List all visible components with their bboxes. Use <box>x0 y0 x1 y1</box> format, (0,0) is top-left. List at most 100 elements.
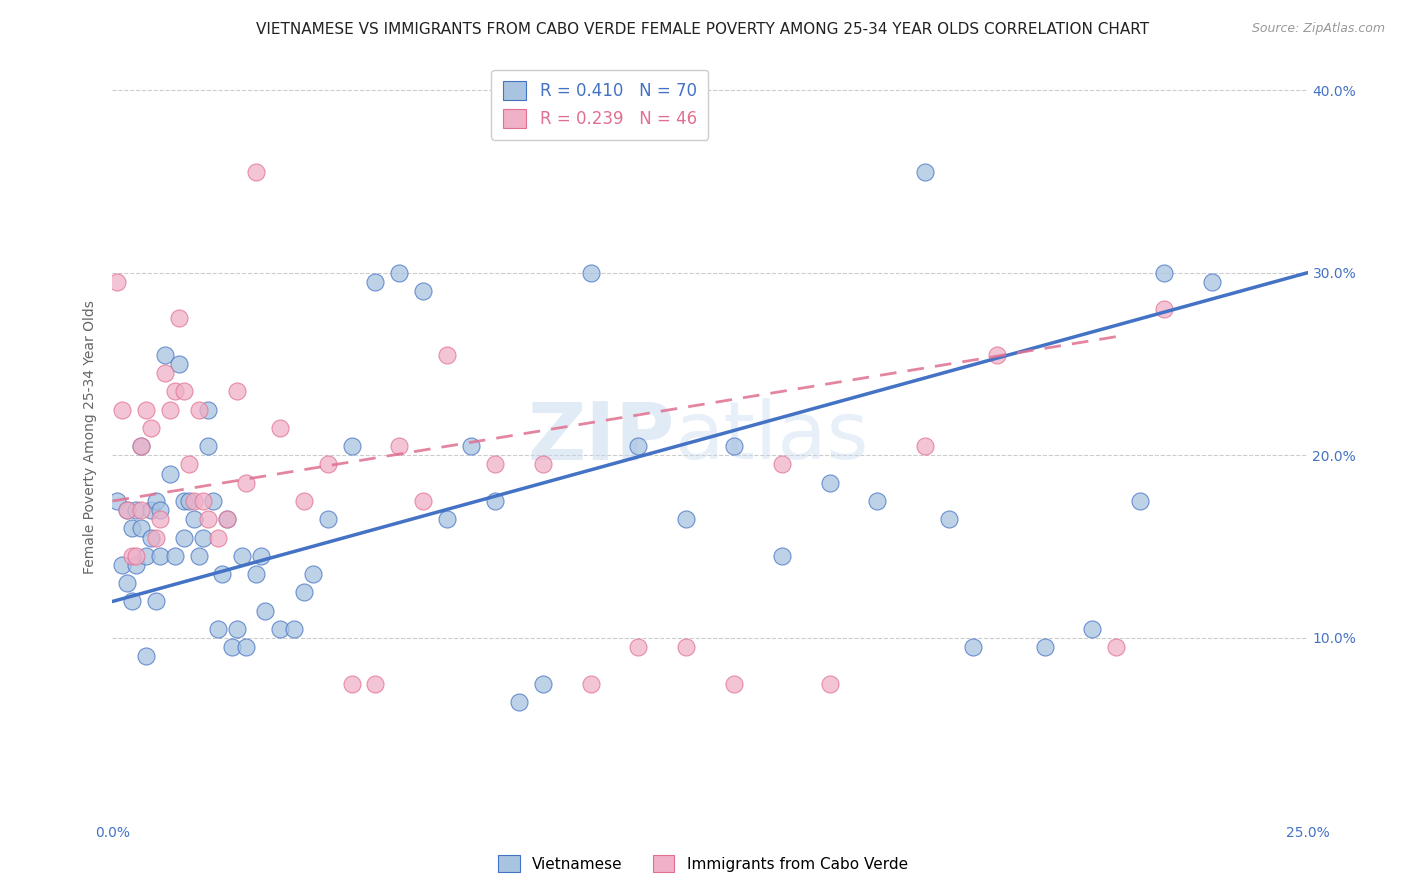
Point <box>938 512 960 526</box>
Legend: Vietnamese, Immigrants from Cabo Verde: Vietnamese, Immigrants from Cabo Verde <box>491 847 915 880</box>
Point <box>579 266 602 280</box>
Point <box>364 676 387 690</box>
Point <box>460 439 482 453</box>
Legend: R = 0.410   N = 70, R = 0.239   N = 46: R = 0.410 N = 70, R = 0.239 N = 46 <box>491 70 709 140</box>
Point <box>145 594 167 608</box>
Point <box>283 622 305 636</box>
Point <box>163 384 186 399</box>
Point <box>207 531 229 545</box>
Point <box>627 640 650 654</box>
Point <box>221 640 243 654</box>
Point <box>129 439 152 453</box>
Point <box>121 549 143 563</box>
Point <box>211 567 233 582</box>
Point <box>531 458 554 472</box>
Point <box>675 640 697 654</box>
Point <box>986 348 1008 362</box>
Point <box>197 512 219 526</box>
Point <box>770 549 793 563</box>
Point <box>111 402 134 417</box>
Point <box>508 695 530 709</box>
Point <box>412 284 434 298</box>
Point <box>818 676 841 690</box>
Point <box>159 402 181 417</box>
Point <box>436 348 458 362</box>
Point <box>111 558 134 572</box>
Point <box>914 439 936 453</box>
Point <box>187 549 209 563</box>
Point <box>177 458 200 472</box>
Point <box>316 512 339 526</box>
Point <box>207 622 229 636</box>
Text: ZIP: ZIP <box>527 398 675 476</box>
Point <box>169 357 191 371</box>
Point <box>145 531 167 545</box>
Point <box>125 503 148 517</box>
Point <box>484 494 506 508</box>
Point <box>135 402 157 417</box>
Point <box>145 494 167 508</box>
Point <box>388 439 411 453</box>
Point <box>135 649 157 664</box>
Point <box>225 384 247 399</box>
Point <box>866 494 889 508</box>
Point <box>217 512 239 526</box>
Point <box>235 475 257 490</box>
Text: atlas: atlas <box>675 398 869 476</box>
Text: Source: ZipAtlas.com: Source: ZipAtlas.com <box>1251 22 1385 36</box>
Point <box>193 494 215 508</box>
Point <box>169 311 191 326</box>
Point <box>484 458 506 472</box>
Point <box>201 494 224 508</box>
Point <box>962 640 984 654</box>
Point <box>292 494 315 508</box>
Point <box>173 494 195 508</box>
Point <box>139 421 162 435</box>
Point <box>173 384 195 399</box>
Y-axis label: Female Poverty Among 25-34 Year Olds: Female Poverty Among 25-34 Year Olds <box>83 300 97 574</box>
Point <box>1153 302 1175 317</box>
Point <box>1153 266 1175 280</box>
Point <box>183 512 205 526</box>
Point <box>187 402 209 417</box>
Point <box>412 494 434 508</box>
Point <box>1105 640 1128 654</box>
Point <box>302 567 325 582</box>
Point <box>1033 640 1056 654</box>
Point <box>364 275 387 289</box>
Point <box>193 531 215 545</box>
Point <box>1081 622 1104 636</box>
Point <box>770 458 793 472</box>
Point <box>1129 494 1152 508</box>
Point <box>129 503 152 517</box>
Point <box>388 266 411 280</box>
Point <box>115 576 138 591</box>
Point <box>115 503 138 517</box>
Point <box>723 439 745 453</box>
Point <box>197 439 219 453</box>
Point <box>249 549 271 563</box>
Point <box>149 512 172 526</box>
Point <box>139 503 162 517</box>
Text: VIETNAMESE VS IMMIGRANTS FROM CABO VERDE FEMALE POVERTY AMONG 25-34 YEAR OLDS CO: VIETNAMESE VS IMMIGRANTS FROM CABO VERDE… <box>256 22 1150 37</box>
Point <box>235 640 257 654</box>
Point <box>1201 275 1223 289</box>
Point <box>125 549 148 563</box>
Point <box>135 549 157 563</box>
Point <box>245 165 267 179</box>
Point <box>105 275 128 289</box>
Point <box>340 676 363 690</box>
Point <box>579 676 602 690</box>
Point <box>183 494 205 508</box>
Point <box>292 585 315 599</box>
Point <box>149 503 172 517</box>
Point <box>139 531 162 545</box>
Point <box>245 567 267 582</box>
Point <box>723 676 745 690</box>
Point <box>105 494 128 508</box>
Point <box>316 458 339 472</box>
Point <box>153 366 176 380</box>
Point <box>531 676 554 690</box>
Point <box>436 512 458 526</box>
Point <box>163 549 186 563</box>
